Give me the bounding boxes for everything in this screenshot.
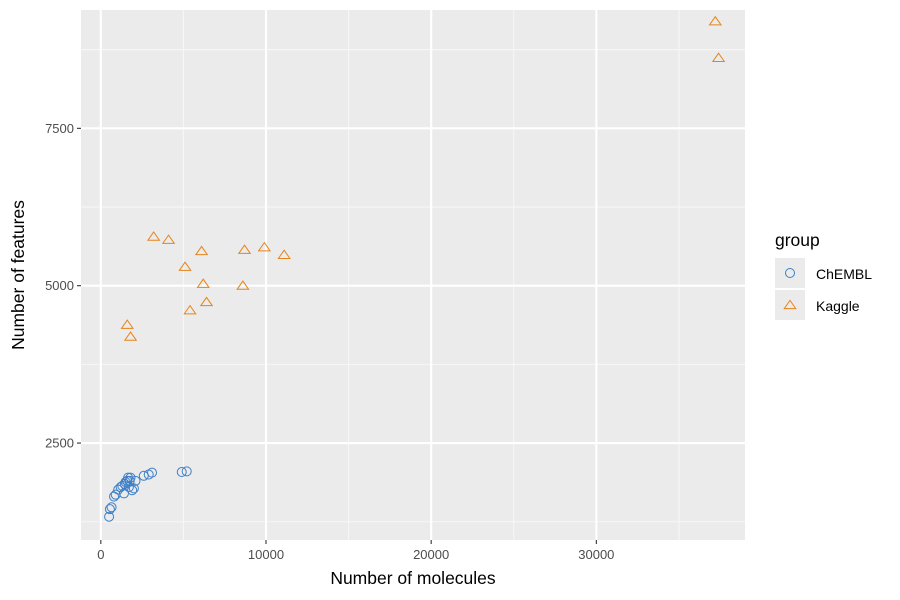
point-kaggle: [236, 280, 250, 290]
point-chembl: [106, 502, 117, 513]
point-chembl: [127, 485, 138, 496]
point-kaggle: [196, 278, 210, 288]
point-kaggle: [146, 231, 161, 241]
point-kaggle: [120, 319, 134, 329]
minor-gridlines: [81, 10, 745, 540]
x-axis-title: Number of molecules: [330, 568, 496, 588]
legend-title: group: [775, 230, 820, 250]
legend-key-chembl: [775, 258, 805, 288]
point-chembl: [130, 475, 141, 486]
point-kaggle: [123, 331, 138, 341]
point-kaggle: [257, 241, 272, 252]
y-axis-ticks: 2500 5000 7500: [45, 121, 81, 451]
point-kaggle: [194, 245, 209, 256]
point-chembl: [181, 466, 192, 477]
y-tick-label: 7500: [45, 121, 74, 136]
plot-panel: [81, 10, 745, 540]
legend-marker-chembl: [785, 268, 795, 278]
point-kaggle: [199, 296, 214, 307]
point-kaggle: [161, 234, 176, 244]
y-tick-label: 5000: [45, 278, 74, 293]
point-chembl: [176, 467, 187, 478]
point-kaggle: [711, 52, 726, 62]
legend-label-chembl: ChEMBL: [816, 266, 872, 282]
point-chembl: [128, 483, 139, 494]
point-kaggle: [277, 249, 291, 259]
point-chembl: [125, 472, 136, 483]
legend: group ChEMBL Kaggle: [775, 230, 872, 320]
legend-key-kaggle: [775, 290, 805, 320]
legend-label-kaggle: Kaggle: [816, 298, 860, 314]
x-tick-label: 10000: [248, 547, 284, 562]
point-kaggle: [237, 244, 252, 254]
x-tick-label: 30000: [578, 547, 614, 562]
x-tick-label: 20000: [413, 547, 449, 562]
point-chembl: [110, 489, 121, 500]
x-tick-label: 0: [97, 547, 104, 562]
major-gridlines: [81, 10, 745, 540]
point-chembl: [147, 467, 158, 478]
x-axis-ticks: 0 10000 20000 30000: [97, 540, 614, 562]
point-kaggle: [178, 261, 192, 271]
point-kaggle: [183, 304, 197, 315]
y-axis-title: Number of features: [8, 200, 28, 350]
point-kaggle: [708, 15, 722, 26]
point-chembl: [123, 482, 134, 493]
point-chembl: [104, 504, 115, 515]
point-chembl: [143, 469, 154, 480]
point-chembl: [104, 511, 115, 522]
y-tick-label: 2500: [45, 436, 74, 451]
data-points: [104, 15, 726, 522]
legend-marker-kaggle: [783, 299, 797, 310]
